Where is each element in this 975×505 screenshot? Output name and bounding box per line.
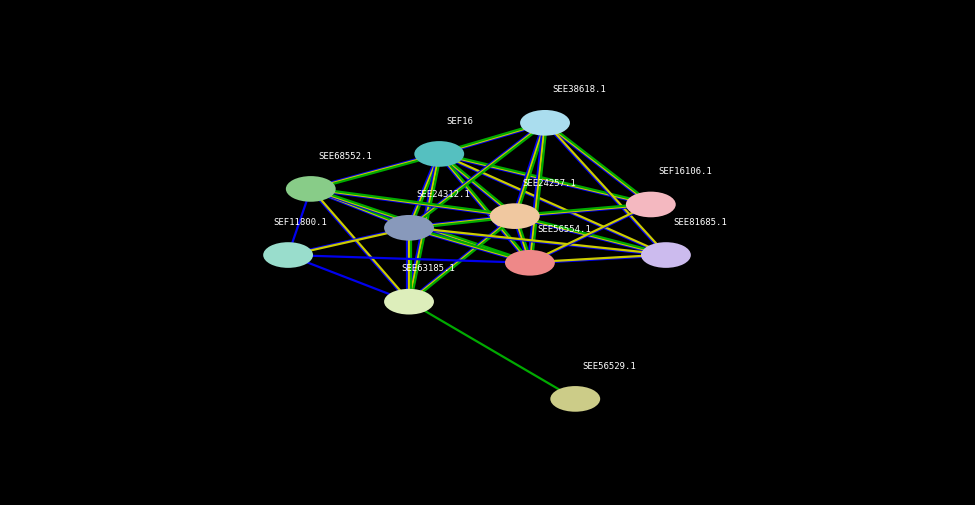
Text: SEF11800.1: SEF11800.1 [273,218,327,227]
Circle shape [263,242,313,268]
Circle shape [641,242,691,268]
Circle shape [489,204,540,229]
Text: SEE68552.1: SEE68552.1 [318,152,372,161]
Text: SEF16106.1: SEF16106.1 [658,167,712,176]
Text: SEE63185.1: SEE63185.1 [402,264,455,273]
Circle shape [520,110,570,136]
Circle shape [286,176,335,202]
Text: SEE81685.1: SEE81685.1 [674,218,727,227]
Circle shape [384,289,434,315]
Circle shape [384,215,434,241]
Circle shape [414,141,464,167]
Circle shape [626,191,676,217]
Circle shape [505,250,555,276]
Text: SEE56554.1: SEE56554.1 [537,225,591,234]
Text: SEE24312.1: SEE24312.1 [416,190,470,199]
Text: SEF16: SEF16 [447,117,474,126]
Text: SEE24257.1: SEE24257.1 [523,179,576,188]
Text: SEE38618.1: SEE38618.1 [553,85,606,94]
Text: SEE56529.1: SEE56529.1 [583,362,637,371]
Circle shape [550,386,601,412]
